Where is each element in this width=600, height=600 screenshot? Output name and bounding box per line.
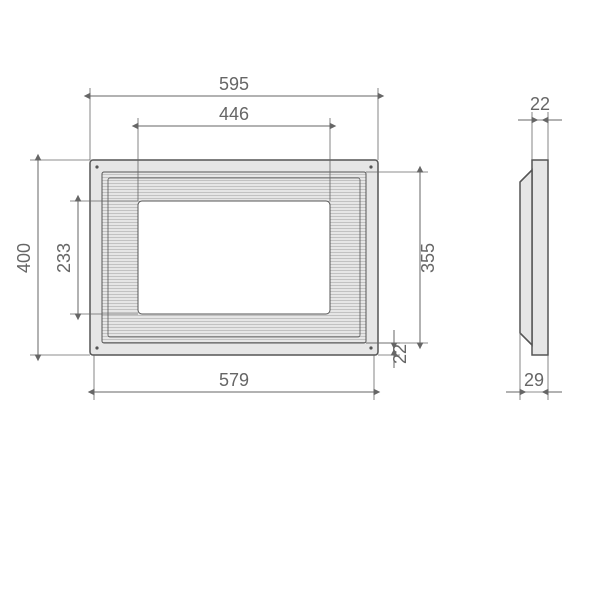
dim-233: 233 xyxy=(54,243,74,273)
drawing-canvas: 595 446 579 400 233 355 xyxy=(0,0,600,600)
dim-355: 355 xyxy=(418,243,438,273)
dim-595: 595 xyxy=(219,74,249,94)
dim-400: 400 xyxy=(14,243,34,273)
side-lip xyxy=(520,170,532,345)
front-view: 595 446 579 400 233 355 xyxy=(14,74,438,400)
dim-579: 579 xyxy=(219,370,249,390)
dim-side-22: 22 xyxy=(530,94,550,114)
dim-446: 446 xyxy=(219,104,249,124)
dim-side-29: 29 xyxy=(524,370,544,390)
dim-22-offset: 22 xyxy=(390,344,410,364)
side-view: 22 29 xyxy=(506,94,562,400)
side-body xyxy=(532,160,548,355)
front-inner-window xyxy=(138,201,330,314)
